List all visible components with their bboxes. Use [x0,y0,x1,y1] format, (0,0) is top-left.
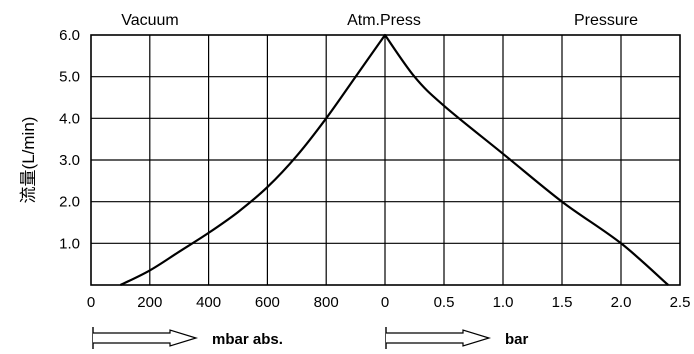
x-tick-label-vacuum: 200 [137,294,162,311]
y-tick-label: 5.0 [59,69,80,86]
x-tick-label-pressure: 2.5 [670,294,691,311]
y-axis-label: 流量(L/min) [19,117,38,204]
flow-curve [119,33,669,286]
vacuum-unit-label: mbar abs. [212,331,283,348]
x-tick-label-vacuum: 400 [196,294,221,311]
region-label-vacuum: Vacuum [121,12,179,29]
x-tick-label-vacuum: 800 [314,294,339,311]
y-tick-label: 2.0 [59,194,80,211]
grid [91,35,680,285]
x-tick-label-pressure: 1.5 [552,294,573,311]
x-tick-label-vacuum: 600 [255,294,280,311]
y-tick-label: 4.0 [59,110,80,127]
pressure-unit-arrow [385,327,492,349]
y-tick-labels: 1.0 2.0 3.0 4.0 5.0 6.0 [59,27,80,252]
pressure-unit-label: bar [505,331,529,348]
y-tick-label: 1.0 [59,235,80,252]
x-tick-labels: 0 200 400 600 800 0 0.5 1.0 1.5 2.0 2.5 [87,294,691,311]
x-tick-label-vacuum: 0 [87,294,95,311]
x-tick-label-pressure: 2.0 [611,294,632,311]
x-tick-label-pressure: 0.5 [434,294,455,311]
region-label-pressure: Pressure [574,12,638,29]
y-tick-label: 3.0 [59,152,80,169]
x-tick-label-pressure: 0 [381,294,389,311]
region-label-atm: Atm.Press [347,12,421,29]
vacuum-unit-arrow [92,327,199,349]
y-tick-label: 6.0 [59,27,80,44]
x-tick-label-pressure: 1.0 [493,294,514,311]
